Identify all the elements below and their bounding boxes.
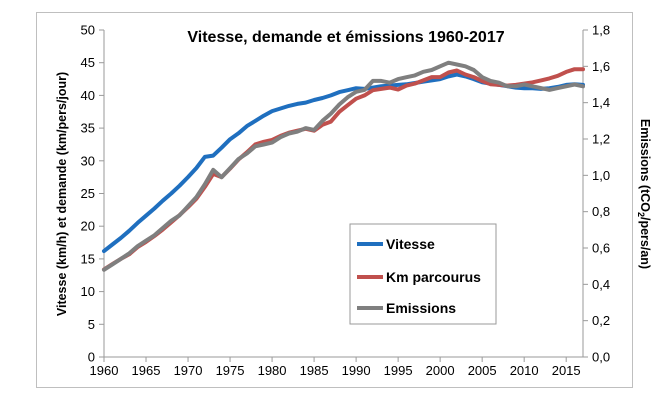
y-left-tick-label: 35 (81, 121, 95, 136)
y-left-tick-label: 5 (88, 317, 95, 332)
y-right-tick-label: 1,2 (592, 132, 610, 147)
legend-label-emissions: Emissions (386, 300, 456, 316)
x-tick-label: 1995 (384, 363, 413, 378)
x-tick-label: 2015 (552, 363, 581, 378)
y-left-tick-label: 0 (88, 350, 95, 365)
y-right-tick-label: 0,2 (592, 313, 610, 328)
y-right-tick-label: 0,4 (592, 277, 610, 292)
x-tick-label: 1985 (300, 363, 329, 378)
y-right-tick-labels: 0,0 0,2 0,4 0,6 0,8 1,0 1,2 1,4 1,6 1,8 (592, 23, 610, 365)
y-left-tick-label: 45 (81, 55, 95, 70)
x-tick-label: 1990 (342, 363, 371, 378)
y-left-tick-label: 25 (81, 186, 95, 201)
y-left-tick-label: 15 (81, 251, 95, 266)
y-left-tick-label: 10 (81, 284, 95, 299)
series-line-emissions (102, 60, 585, 272)
x-tick-label: 1965 (132, 363, 161, 378)
y-axis-left-label: Vitesse (km/h) et demande (km/pers/jour) (55, 72, 69, 316)
x-tick-label: 1970 (174, 363, 203, 378)
y-right-tick-label: 1,4 (592, 95, 610, 110)
y-axis-right-label-sub: 2 (636, 212, 646, 217)
legend-label-vitesse: Vitesse (386, 236, 435, 252)
x-tick-label: 2000 (426, 363, 455, 378)
y-right-tick-label: 1,0 (592, 168, 610, 183)
y-left-tick-label: 20 (81, 219, 95, 234)
chart-frame (36, 12, 633, 388)
y-left-tick-label: 50 (81, 23, 95, 38)
y-right-tick-label: 1,8 (592, 23, 610, 38)
y-right-tick-label: 0,8 (592, 204, 610, 219)
y-right-tick-label: 0,0 (592, 350, 610, 365)
y-axis-right-label: Emissions (tCO2/pers/an) (636, 119, 652, 269)
y-right-tick-label: 1,6 (592, 59, 610, 74)
series-lines (102, 60, 585, 272)
y-right-tick-label: 0,6 (592, 241, 610, 256)
y-left-tick-label: 30 (81, 153, 95, 168)
legend-label-km-parcourus: Km parcourus (386, 269, 481, 285)
x-tick-labels: 1960 1965 1970 1975 1980 1985 1990 1995 2000 2005… (90, 363, 581, 378)
y-left-tick-labels: 0 5 10 15 20 25 30 35 40 45 50 (81, 23, 95, 365)
chart-title: Vitesse, demande et émissions 1960-2017 (187, 29, 504, 46)
x-tick-label: 2010 (510, 363, 539, 378)
x-tick-label: 1960 (90, 363, 119, 378)
x-tick-label: 1980 (258, 363, 287, 378)
x-tick-label: 2005 (468, 363, 497, 378)
axes (99, 29, 588, 362)
y-axis-right-label-prefix: Emissions (tCO (638, 119, 652, 212)
x-tick-label: 1975 (216, 363, 245, 378)
legend: Vitesse Km parcourus Emissions (349, 223, 497, 325)
y-left-tick-label: 40 (81, 88, 95, 103)
y-axis-right-label-suffix: /pers/an) (638, 217, 652, 269)
